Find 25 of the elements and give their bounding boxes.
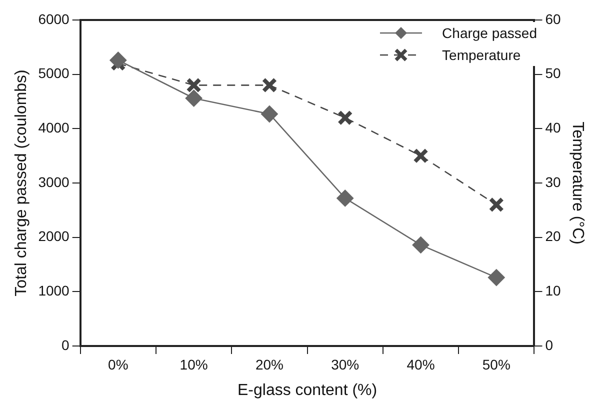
x-tick-label: 40% bbox=[406, 356, 435, 372]
y-tick-label: 4000 bbox=[38, 120, 70, 136]
x-tick-label: 30% bbox=[331, 356, 360, 372]
y2-tick-label: 20 bbox=[545, 228, 562, 244]
y-tick-label: 5000 bbox=[38, 65, 70, 82]
y-tick-label: 2000 bbox=[38, 228, 70, 244]
x-axis-title: E-glass content (%) bbox=[237, 382, 378, 399]
y-axis-title: Total charge passed (coulombs) bbox=[13, 70, 30, 296]
x-tick-label: 20% bbox=[255, 356, 284, 372]
y2-tick-label: 60 bbox=[545, 10, 562, 27]
y2-tick-label: 50 bbox=[545, 65, 562, 82]
y-tick-label: 6000 bbox=[38, 10, 70, 27]
x-tick-label: 10% bbox=[180, 356, 208, 372]
y-tick-label: 1000 bbox=[38, 282, 70, 299]
legend-label: Charge passed bbox=[442, 25, 537, 41]
y2-tick-label: 10 bbox=[545, 282, 562, 299]
x-tick-label: 50% bbox=[482, 356, 510, 372]
y2-tick-label: 30 bbox=[545, 174, 562, 190]
y2-axis-title: Temperature (°C) bbox=[568, 122, 586, 244]
y2-tick-label: 0 bbox=[545, 336, 554, 353]
legend-label: Temperature bbox=[442, 47, 521, 63]
y-tick-label: 3000 bbox=[38, 174, 70, 190]
y2-tick-label: 40 bbox=[545, 120, 562, 136]
y-tick-label: 0 bbox=[62, 336, 70, 353]
x-tick-label: 0% bbox=[108, 356, 128, 372]
